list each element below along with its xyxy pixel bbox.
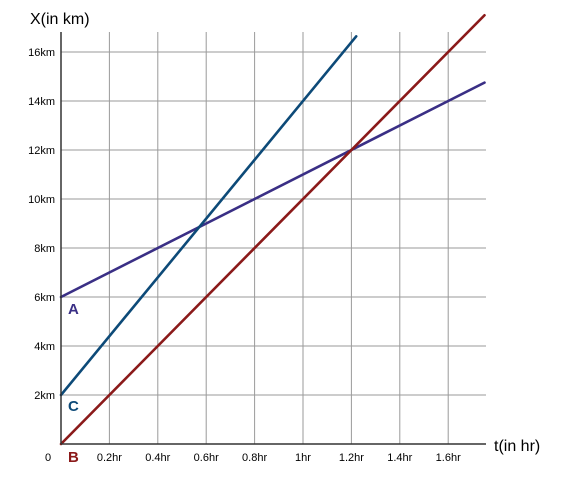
y-axis-title: X(in km) <box>30 11 90 28</box>
grid <box>61 32 486 444</box>
x-tick-label: 1.4hr <box>387 452 412 464</box>
series-line-b <box>59 13 486 446</box>
y-tick-label: 4km <box>34 341 55 353</box>
x-tick-label: 0.4hr <box>145 452 170 464</box>
series-label-b: B <box>68 449 79 466</box>
y-tick-label: 16km <box>28 47 55 59</box>
series-label-c: C <box>68 398 79 415</box>
series-line-a <box>59 81 486 299</box>
y-tick-label: 8km <box>34 243 55 255</box>
x-tick-label: 0.8hr <box>242 452 267 464</box>
y-tick-label: 12km <box>28 145 55 157</box>
x-tick-label: 1.6hr <box>436 452 461 464</box>
y-tick-label: 6km <box>34 292 55 304</box>
y-tick-label: 10km <box>28 194 55 206</box>
y-tick-label: 2km <box>34 390 55 402</box>
x-axis-title: t(in hr) <box>494 438 540 455</box>
axes <box>60 32 486 445</box>
series-line-c <box>59 35 358 397</box>
series-lines <box>59 13 486 446</box>
x-tick-label: 1hr <box>295 452 311 464</box>
x-tick-label: 0.6hr <box>194 452 219 464</box>
x-tick-label: 0.2hr <box>97 452 122 464</box>
y-tick-label: 14km <box>28 96 55 108</box>
origin-label: 0 <box>45 452 51 464</box>
x-tick-label: 1.2hr <box>339 452 364 464</box>
labels: X(in km) t(in hr) 0 0.2hr 0.4hr 0.6hr 0.8hr… <box>28 11 540 466</box>
series-label-a: A <box>68 301 79 318</box>
